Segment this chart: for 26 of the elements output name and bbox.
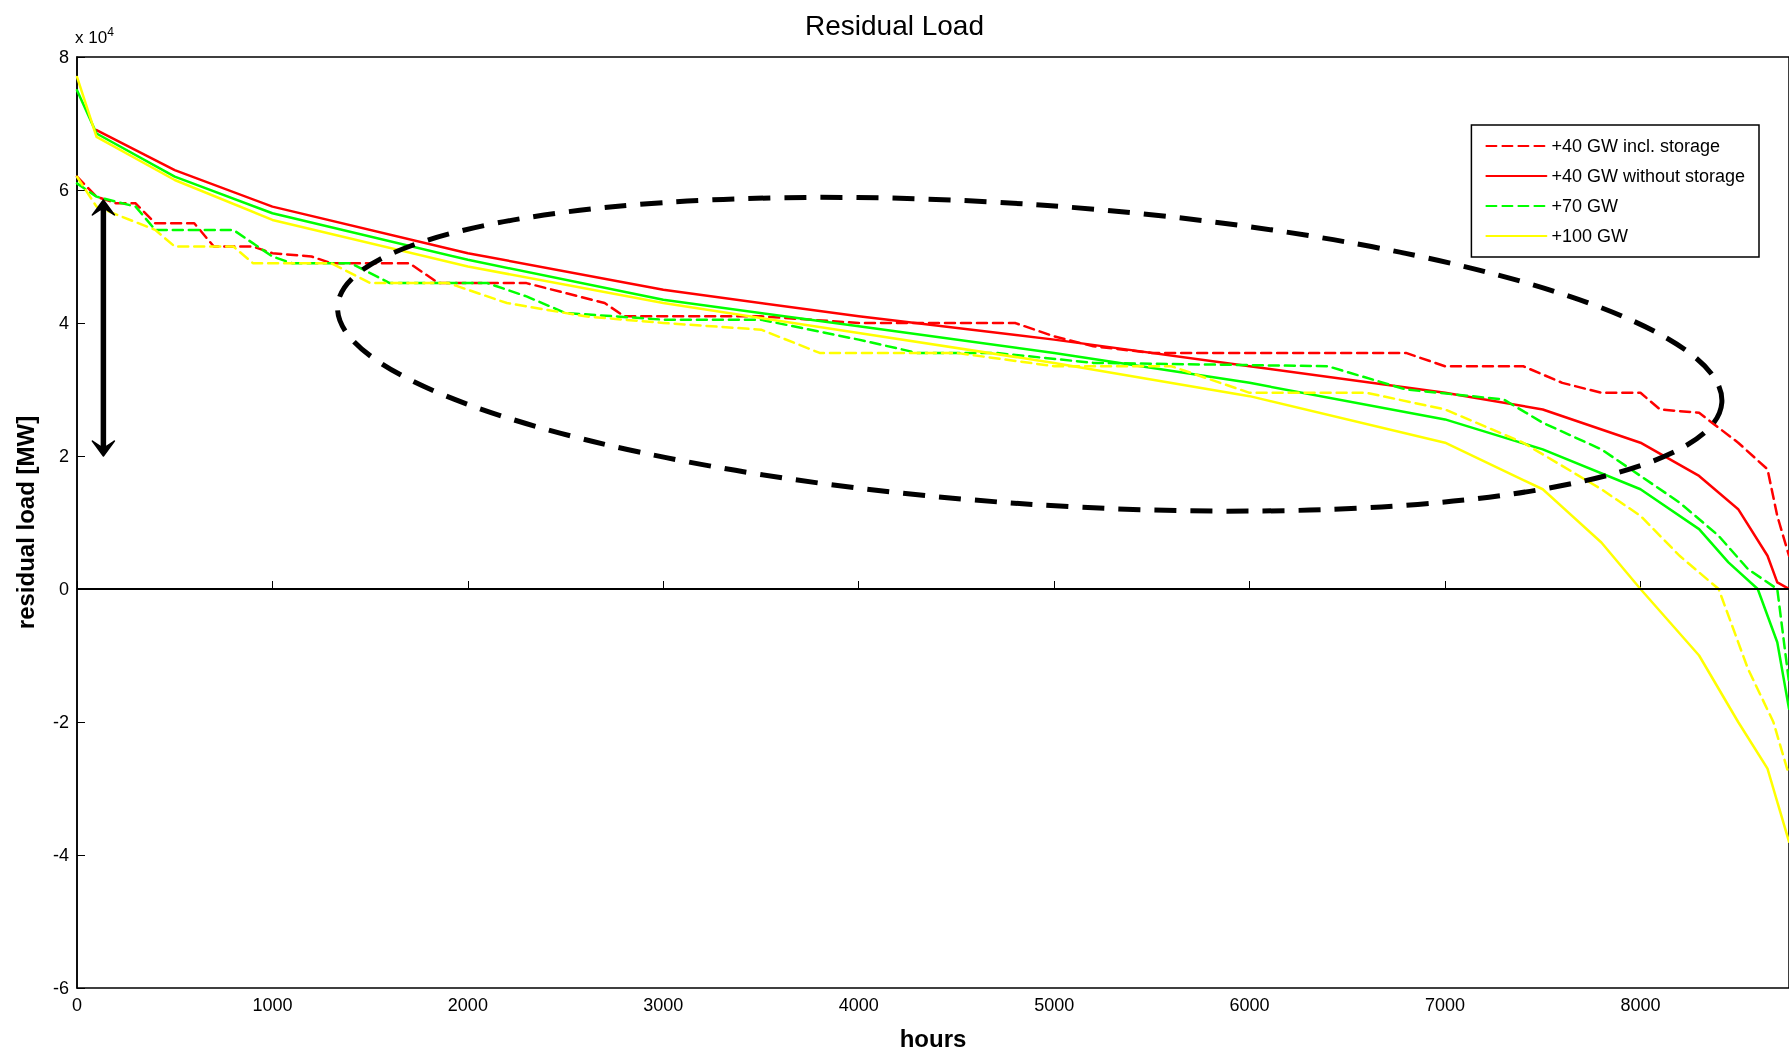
x-tick-label: 7000 xyxy=(1425,995,1466,1015)
y-tick-label: -4 xyxy=(52,845,69,865)
x-tick-label: 6000 xyxy=(1229,995,1270,1015)
y-tick-label: 0 xyxy=(58,579,69,599)
y-tick-label: -2 xyxy=(52,712,69,732)
y-tick-label: 4 xyxy=(58,313,69,333)
y-tick-label: 8 xyxy=(58,47,69,67)
y-tick-label: 2 xyxy=(58,446,69,466)
legend-label: +100 GW xyxy=(1551,226,1628,246)
x-axis-title: hours xyxy=(899,1024,967,1052)
line-series xyxy=(75,75,1789,843)
x-tick-label: 2000 xyxy=(447,995,488,1015)
y-tick-label: -6 xyxy=(52,978,69,998)
x-tick-label: 0 xyxy=(71,995,83,1015)
x-tick-label: 3000 xyxy=(643,995,684,1015)
x-tick-label: 5000 xyxy=(1034,995,1075,1015)
line-series xyxy=(75,89,1789,710)
y-axis-title: residual load [MW] xyxy=(11,415,39,630)
legend-label: +70 GW xyxy=(1551,196,1618,216)
x-tick-label: 4000 xyxy=(838,995,879,1015)
x-tick-label: 8000 xyxy=(1620,995,1661,1015)
legend-label: +40 GW without storage xyxy=(1551,166,1746,186)
y-tick-label: 6 xyxy=(58,180,69,200)
chart-title: Residual Load xyxy=(804,9,985,41)
legend-label: +40 GW incl. storage xyxy=(1551,136,1720,156)
x-tick-label: 1000 xyxy=(252,995,293,1015)
